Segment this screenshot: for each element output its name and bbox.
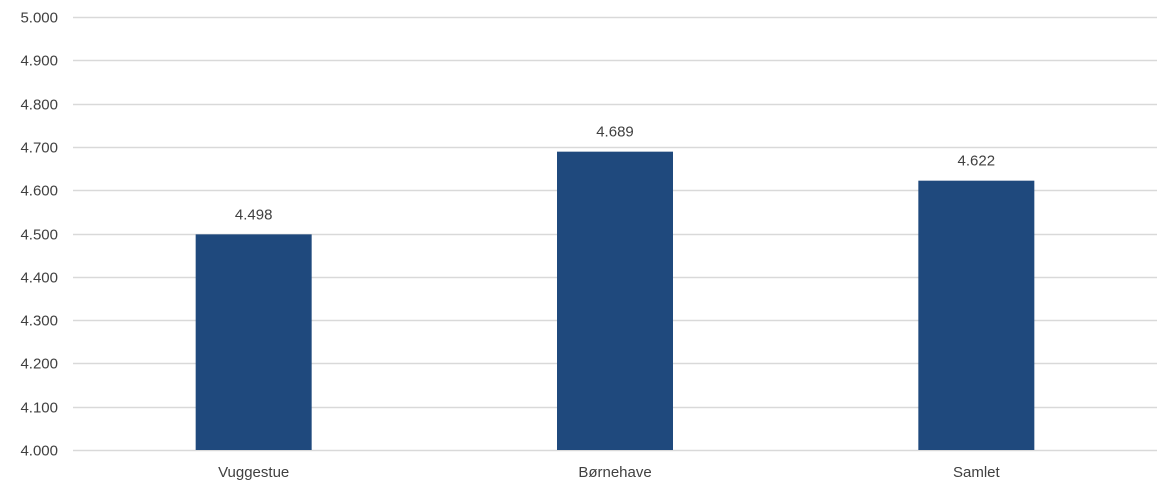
y-tick-label: 4.500 [20,227,58,244]
x-category-label: Samlet [953,464,1001,481]
bars [195,151,1035,450]
data-label: 4.622 [958,153,996,170]
y-tick-label: 4.600 [20,183,58,200]
x-category-label: Vuggestue [218,464,289,481]
y-tick-label: 5.000 [20,10,58,27]
y-tick-label: 4.400 [20,270,58,287]
data-label: 4.498 [235,206,273,223]
data-label: 4.689 [596,124,634,141]
x-category-label: Børnehave [578,464,651,481]
y-tick-label: 4.200 [20,356,58,373]
y-tick-label: 4.800 [20,97,58,114]
x-axis-category-labels: Vuggestue Børnehave Samlet [218,464,1000,481]
data-labels: 4.498 4.689 4.622 [235,124,995,224]
y-tick-label: 4.000 [20,443,58,460]
bar [195,234,312,450]
y-tick-label: 4.100 [20,400,58,417]
y-tick-label: 4.300 [20,313,58,330]
y-tick-label: 4.900 [20,53,58,70]
bar [557,151,673,450]
bar [918,180,1035,450]
y-tick-label: 4.700 [20,140,58,157]
y-axis-tick-labels: 4.000 4.100 4.200 4.300 4.400 4.500 4.600 4.700… [20,10,58,460]
